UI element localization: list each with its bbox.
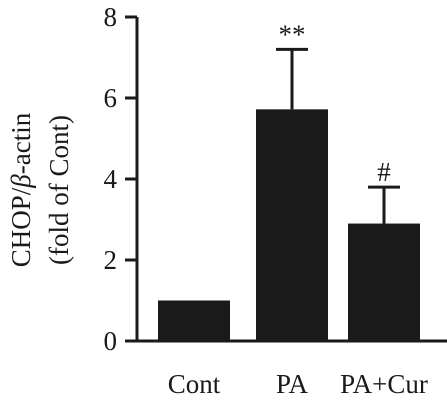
y-axis-title-line1: CHOP/β-actin: [6, 112, 36, 267]
bars: [158, 47, 420, 341]
x-tick-label-PA+Cur: PA+Cur: [340, 369, 428, 399]
y-tick-label-4: 4: [104, 164, 118, 194]
y-axis-title-line2: (fold of Cont): [44, 115, 74, 265]
y-axis-title-suffix: -actin: [6, 112, 36, 174]
y-axis-title: CHOP/β-actin (fold of Cont): [6, 112, 74, 267]
significance-PA+Cur: #: [377, 157, 391, 187]
y-tick-label-8: 8: [104, 2, 118, 32]
labels: 0 2 4 6 8 Cont ** PA # PA+Cur: [104, 2, 428, 399]
x-tick-label-PA: PA: [276, 369, 309, 399]
bar-Cont: [158, 300, 230, 341]
y-tick-label-2: 2: [104, 245, 118, 275]
bar-PA: [256, 109, 328, 341]
x-tick-label-Cont: Cont: [168, 369, 221, 399]
y-axis-title-greek: β: [6, 174, 36, 189]
bar-PA+Cur: [348, 223, 420, 341]
y-axis-title-prefix: CHOP/: [6, 187, 36, 267]
significance-PA: **: [279, 19, 306, 49]
y-tick-label-0: 0: [104, 326, 118, 356]
y-tick-label-6: 6: [104, 83, 118, 113]
